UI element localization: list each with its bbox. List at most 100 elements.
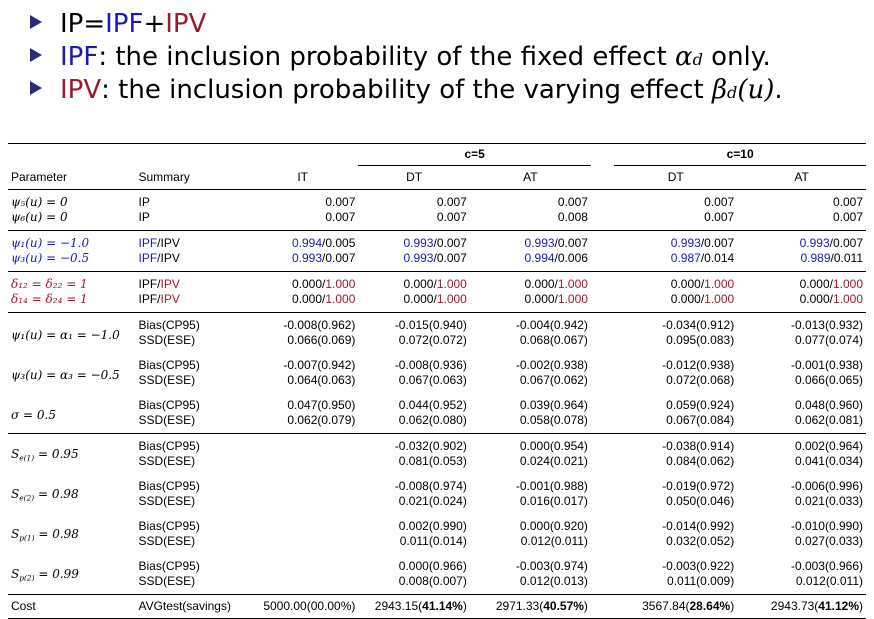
value-cell-at-c10: 0.048(0.960) <box>794 398 863 412</box>
value-cell-at-c5: 0.058(0.078) <box>519 413 588 427</box>
ipv-value: 1.000 <box>704 292 735 306</box>
bullet-text: : the inclusion probability of the varyi… <box>101 75 712 105</box>
ipv-value: 1.000 <box>557 277 588 291</box>
value-cell-dt-c5: -0.015(0.940) <box>358 312 470 333</box>
value-cell-at-c5: 0.024(0.021) <box>519 454 588 468</box>
column-header-at-c10: AT <box>737 165 866 190</box>
summary-cell: SSD(ESE) <box>138 454 196 468</box>
savings-percent: 41.12% <box>818 599 859 613</box>
value-cell-at-c5: 0.007 <box>469 189 591 210</box>
value-cell-it <box>247 474 358 494</box>
ipf-value: 0.993 <box>403 251 434 265</box>
ipf-term: IPF <box>60 42 99 72</box>
ipf-value: 0.993 <box>670 236 701 250</box>
param-value: = 0.95 <box>34 447 79 462</box>
ipv-value: /0.007 <box>433 251 467 265</box>
ipf-value: 0.989 <box>800 251 831 265</box>
ipf-value: 0.000/ <box>524 277 558 291</box>
ipf-value: 0.987 <box>670 251 701 265</box>
value-cell-at-c5: 0.016(0.017) <box>519 494 588 508</box>
table-row: ψ₃(u) = −0.5 IPF/IPV 0.993/0.007 0.993/0.00… <box>8 251 866 272</box>
bullet-ip-definition: IP= IPF + IPV <box>30 8 783 41</box>
value-cell-at-c5: 0.000/1.000 <box>470 292 591 313</box>
param-value: = 0.98 <box>34 527 79 542</box>
value-cell-at-c10: -0.013(0.932) <box>737 312 866 333</box>
beta-subscript: d <box>727 83 738 102</box>
ipf-value: 0.000/ <box>403 277 437 291</box>
table-row: δ₁₂ = δ₂₂ = 1 IPF/IPV 0.000/1.000 0.000/1.0… <box>8 271 866 292</box>
summary-ipv: IPV <box>160 292 180 306</box>
group-header-row: c=5 c=10 <box>8 143 866 166</box>
triangle-bullet-icon <box>30 81 42 95</box>
ipf-value: 0.000/ <box>799 292 833 306</box>
value-cell-dt-c5: 0.044(0.952) <box>398 398 467 412</box>
summary-cell: SSD(ESE) <box>138 333 196 347</box>
summary-cell: SSD(ESE) <box>138 574 196 588</box>
table-row: ψ₆(u) = 0 IP 0.007 0.007 0.008 0.007 0.007 <box>8 210 866 231</box>
cost-value: 2943.73( <box>770 599 819 613</box>
summary-cell: IPF/IPV <box>135 230 247 251</box>
bullet-text: IP= <box>60 9 106 39</box>
parameter-cell: Se(1) = 0.95 <box>8 433 136 474</box>
ipv-value: 1.000 <box>704 277 735 291</box>
parameter-cell: σ = 0.5 <box>11 408 56 422</box>
summary-ipv: IPV <box>160 277 180 291</box>
parameter-cell: Sp(1) = 0.98 <box>8 514 135 554</box>
parameter-cell: δ₁₄ = δ₂₄ = 1 <box>11 292 88 306</box>
cost-close: ) <box>859 599 863 613</box>
value-cell-it: 0.000/1.000 <box>246 271 359 292</box>
group-header-c10: c=10 <box>614 143 866 166</box>
summary-ipv: /IPV <box>157 236 180 250</box>
value-cell-dt-c10: -0.038(0.914) <box>614 433 738 454</box>
value-cell-dt-c5: 0.007 <box>436 210 467 224</box>
savings-percent: 41.14% <box>422 599 463 613</box>
summary-ipf: IPF/ <box>138 277 161 291</box>
value-cell-dt-c5: 0.007 <box>358 189 470 210</box>
value-cell-it: 0.066(0.069) <box>287 333 356 347</box>
value-cell-at-c5: -0.002(0.938) <box>515 358 588 372</box>
value-cell-it: 0.064(0.063) <box>287 373 356 387</box>
value-cell-dt-c10: 0.050(0.046) <box>666 494 735 508</box>
value-cell-it: 0.000/1.000 <box>247 292 358 313</box>
value-cell-at-c10: 0.993/0.007 <box>737 230 866 251</box>
parameter-cell: Cost <box>8 594 136 619</box>
beta-symbol: β <box>712 75 728 105</box>
parameter-cell: ψ₁(u) = −1.0 <box>8 230 136 251</box>
value-cell-at-c10: 0.066(0.065) <box>794 373 863 387</box>
value-cell-at-c5: 0.067(0.062) <box>519 373 588 387</box>
summary-cell: Bias(CP95) <box>135 312 247 333</box>
value-cell-it: 0.007 <box>246 189 359 210</box>
ipv-value: 1.000 <box>436 292 467 306</box>
table-row: SSD(ESE) 0.066(0.069) 0.072(0.072) 0.068(0.… <box>8 333 866 353</box>
summary-cell: IPF/IPV <box>135 292 246 313</box>
value-cell-dt-c5: -0.008(0.936) <box>394 358 467 372</box>
ipv-value: 1.000 <box>436 277 467 291</box>
value-cell-dt-c5: -0.008(0.974) <box>394 479 467 493</box>
value-cell-it <box>247 514 358 534</box>
triangle-bullet-icon <box>30 48 42 62</box>
table-row: ψ₃(u) = α₃ = −0.5 Bias(CP95) -0.007(0.942)… <box>8 353 866 382</box>
parameter-cell: ψ₁(u) = α₁ = −1.0 <box>8 312 136 353</box>
summary-ipf: IPF <box>138 251 158 265</box>
value-cell-it: 5000.00(00.00%) <box>246 594 359 619</box>
value-cell-it: 0.994/0.005 <box>246 230 359 251</box>
parameter-cell: δ₁₂ = δ₂₂ = 1 <box>8 271 136 292</box>
value-cell-dt-c5: 2943.15(41.14%) <box>358 594 470 619</box>
value-cell-at-c10: 0.002(0.964) <box>737 433 866 454</box>
bullet-list: IP= IPF + IPV IPF: the inclusion probabilit… <box>30 8 783 107</box>
value-cell-at-c5: -0.004(0.942) <box>469 312 591 333</box>
ipf-value: 0.000/ <box>670 277 705 291</box>
bullet-tail: only. <box>702 42 771 72</box>
summary-cell: AVGtest(savings) <box>135 594 247 619</box>
value-cell-it: 0.047(0.950) <box>287 398 356 412</box>
ipf-term: IPF <box>105 9 144 39</box>
cost-close: ) <box>730 599 735 613</box>
parameter-cell: Sp(2) = 0.99 <box>8 554 135 595</box>
value-cell-dt-c5: 0.011(0.014) <box>399 534 467 548</box>
ipv-term: IPV <box>60 75 102 105</box>
parameter-cell: ψ₃(u) = α₃ = −0.5 <box>11 368 120 382</box>
parameter-cell: Se(2) = 0.98 <box>8 474 135 514</box>
value-cell-it: 0.062(0.079) <box>287 413 356 427</box>
value-cell-dt-c5: 0.072(0.072) <box>398 333 467 347</box>
value-cell-dt-c5: 0.081(0.053) <box>398 454 467 468</box>
